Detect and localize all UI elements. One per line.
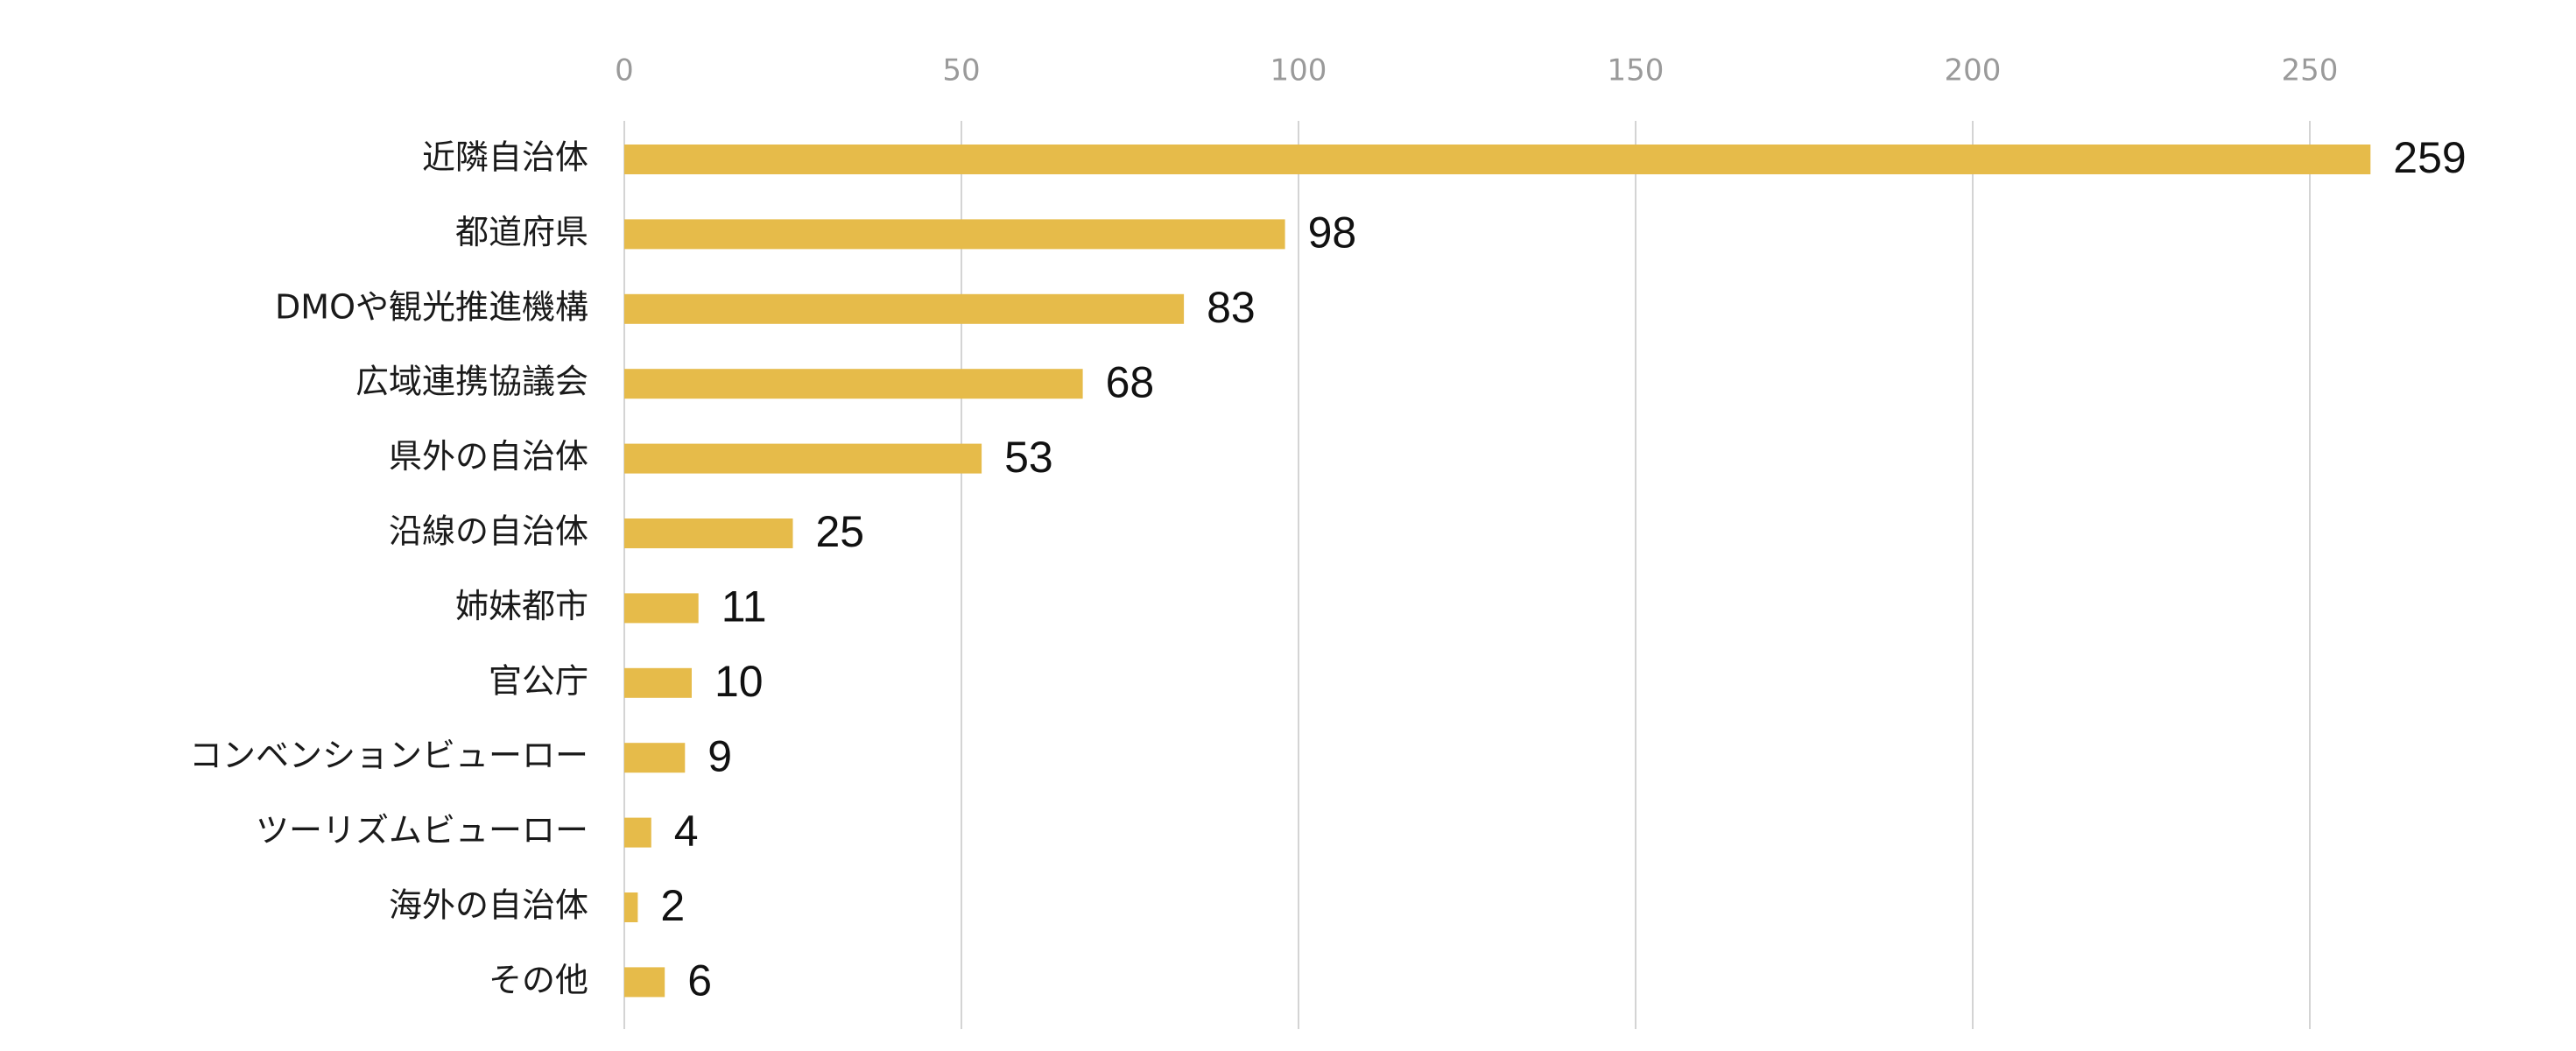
x-axis-ticks: 0 50 100 150 200 250 (615, 53, 2338, 88)
tick-label-100: 100 (1270, 53, 1327, 88)
value-label-1: 98 (1308, 208, 1357, 257)
tick-label-0: 0 (615, 53, 634, 88)
bar-8 (624, 743, 686, 773)
category-label-6: 姉妹都市 (455, 587, 588, 625)
bar-3 (624, 369, 1083, 399)
category-label-8: コンベンションビューロー (189, 737, 588, 775)
bar-5 (624, 518, 793, 548)
value-label-4: 53 (1004, 433, 1053, 482)
bars (624, 145, 2371, 998)
bar-9 (624, 817, 651, 848)
value-label-10: 2 (660, 881, 685, 930)
category-label-11: その他 (489, 961, 588, 999)
value-label-0: 259 (2393, 133, 2466, 182)
bar-7 (624, 667, 692, 698)
category-label-2: DMOや観光推進機構 (275, 287, 588, 326)
bar-6 (624, 593, 699, 624)
value-labels: 259 98 83 68 53 25 11 10 94 26 (660, 133, 2466, 1005)
value-label-8: 9 (707, 731, 732, 780)
bar-0 (624, 145, 2371, 174)
category-label-1: 都道府県 (455, 213, 588, 251)
tick-label-200: 200 (1945, 53, 2002, 88)
value-label-6: 11 (721, 582, 767, 631)
gridlines (623, 121, 2311, 1029)
value-label-11: 6 (687, 956, 712, 1005)
bar-11 (624, 967, 665, 998)
bar-2 (624, 293, 1185, 324)
category-label-0: 近隣自治体 (422, 138, 588, 177)
bar-1 (624, 219, 1285, 250)
value-label-3: 68 (1106, 357, 1155, 406)
tick-label-250: 250 (2282, 53, 2339, 88)
category-label-7: 官公庁 (489, 661, 588, 700)
value-label-2: 83 (1207, 283, 1256, 332)
bar-10 (624, 892, 638, 922)
tick-label-150: 150 (1608, 53, 1665, 88)
category-label-5: 沿線の自治体 (389, 512, 588, 551)
category-label-4: 県外の自治体 (389, 437, 588, 476)
value-label-5: 25 (816, 507, 865, 556)
category-label-9: ツーリズムビューロー (256, 811, 588, 850)
category-label-10: 海外の自治体 (389, 886, 588, 925)
value-label-9: 4 (674, 807, 699, 856)
value-label-7: 10 (714, 657, 764, 706)
bar-4 (624, 443, 982, 474)
category-label-3: 広域連携協議会 (355, 363, 588, 401)
tick-label-50: 50 (942, 53, 980, 88)
